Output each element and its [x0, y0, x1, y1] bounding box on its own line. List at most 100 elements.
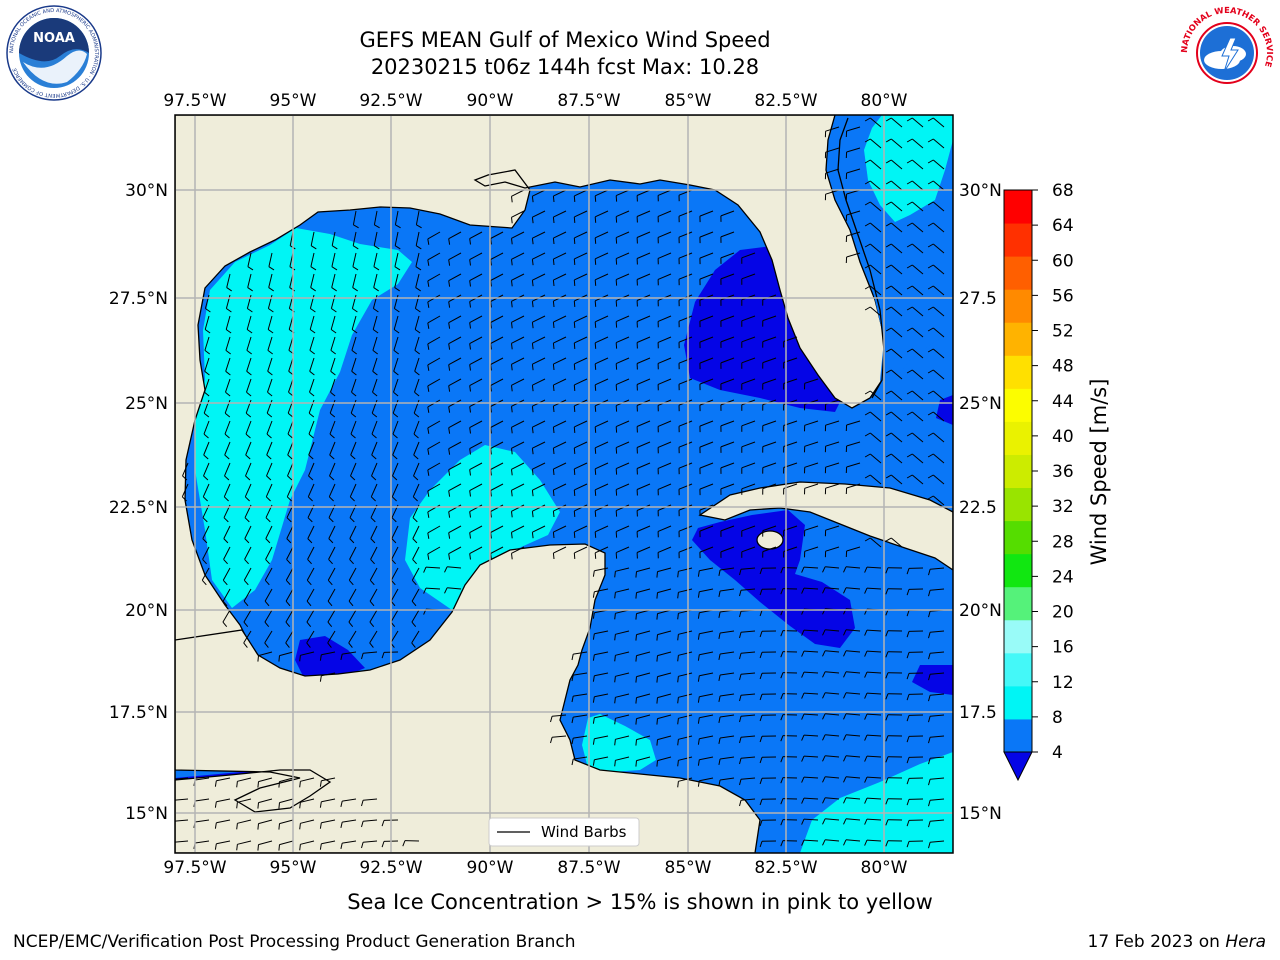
- svg-text:82.5°W: 82.5°W: [754, 91, 817, 111]
- wind-barb: [825, 483, 840, 489]
- wind-barb-flag: [243, 579, 249, 586]
- wind-barb: [594, 504, 609, 512]
- svg-text:95°W: 95°W: [270, 91, 317, 111]
- wind-barb-flag: [414, 370, 420, 376]
- wind-barb: [425, 587, 441, 590]
- wind-barb: [594, 672, 609, 677]
- machine-name: Hera: [1225, 932, 1266, 952]
- wind-barb: [266, 462, 273, 477]
- svg-text:82.5°W: 82.5°W: [754, 858, 817, 878]
- wind-barb: [636, 252, 651, 259]
- wind-barb-flag: [906, 432, 913, 437]
- wind-barb: [574, 189, 588, 197]
- wind-barb: [825, 566, 840, 569]
- wind-barb: [553, 252, 567, 260]
- colorbar-segment: [1004, 421, 1032, 455]
- wind-barb: [448, 420, 462, 429]
- wind-barb-flag: [173, 779, 175, 785]
- wind-barb-flag: [285, 579, 291, 586]
- wind-barb-flag: [656, 697, 658, 704]
- lon-labels-bottom: 97.5°W 95°W 92.5°W 90°W 87.5°W 85°W 82.5…: [163, 858, 907, 878]
- wind-barb: [825, 650, 840, 653]
- wind-barb: [845, 797, 861, 800]
- wind-barb: [911, 453, 924, 464]
- wind-barb: [469, 462, 483, 471]
- wind-barb: [636, 483, 651, 490]
- wind-barb: [594, 630, 609, 635]
- wind-barb-flag: [173, 800, 175, 806]
- wind-barb-flag: [319, 654, 322, 661]
- wind-barb-flag: [843, 734, 847, 741]
- wind-barb: [553, 441, 567, 449]
- wind-barb: [553, 336, 567, 344]
- wind-barb: [845, 776, 861, 779]
- wind-barb-flag: [885, 735, 889, 742]
- wind-barb-flag: [697, 780, 700, 787]
- wind-barb-flag: [864, 306, 871, 311]
- wind-barb-flag: [392, 475, 398, 481]
- wind-barb: [268, 273, 273, 288]
- wind-barb: [412, 546, 420, 560]
- wind-barb: [890, 453, 903, 464]
- wind-barb: [845, 713, 861, 716]
- wind-barb-flag: [739, 758, 742, 765]
- wind-barb: [678, 378, 693, 385]
- wind-barb-flag: [444, 587, 448, 594]
- wind-barb: [574, 504, 588, 512]
- wind-barb-flag: [592, 717, 595, 724]
- wind-barb-flag: [885, 180, 892, 185]
- svg-text:85°W: 85°W: [665, 858, 712, 878]
- wind-barb: [911, 117, 924, 128]
- wind-barb-flag: [614, 760, 616, 767]
- wind-barb: [370, 525, 378, 539]
- wind-barb-flag: [864, 818, 868, 825]
- wind-barb: [846, 462, 861, 468]
- wind-barb-flag: [448, 364, 451, 371]
- wind-barb: [911, 222, 924, 233]
- wind-barb: [657, 672, 672, 678]
- wind-barb: [720, 231, 735, 238]
- wind-barb-flag: [243, 600, 249, 607]
- wind-barb-flag: [531, 448, 534, 455]
- wind-barb-flag: [340, 821, 343, 829]
- lat-labels-left: 30°N 27.5°N 25°N 22.5°N 20°N 17.5°N 15°N: [109, 181, 168, 824]
- wind-barb-flag: [697, 759, 700, 766]
- wind-barb: [720, 672, 735, 676]
- wind-barb-flag: [278, 655, 280, 662]
- wind-barb-flag: [885, 651, 889, 658]
- wind-barb-flag: [552, 511, 555, 518]
- wind-barb-flag: [306, 579, 312, 586]
- wind-barb: [574, 441, 588, 449]
- wind-barb-flag: [885, 672, 889, 679]
- svg-text:97.5°W: 97.5°W: [163, 91, 226, 111]
- wind-barb-flag: [573, 384, 576, 391]
- wind-barb: [308, 399, 315, 414]
- wind-barb: [615, 504, 630, 512]
- wind-barb: [490, 546, 504, 554]
- wind-barb-flag: [173, 842, 175, 848]
- wind-barb: [306, 609, 315, 623]
- wind-barb: [890, 159, 903, 170]
- wind-barb-flag: [511, 217, 513, 224]
- wind-barb: [392, 462, 399, 477]
- wind-barb: [594, 210, 609, 218]
- wind-barb-flag: [843, 755, 847, 762]
- wind-barb-flag: [843, 671, 847, 678]
- wind-barb-flag: [511, 343, 513, 350]
- wind-barb-flag: [594, 405, 597, 412]
- wind-barb-flag: [906, 201, 913, 206]
- wind-barb: [720, 525, 735, 532]
- wind-barb-flag: [739, 779, 742, 786]
- wind-barb: [740, 714, 756, 717]
- wind-barb-flag: [257, 823, 259, 830]
- wind-barb: [636, 378, 651, 385]
- wind-barb-flag: [469, 532, 471, 539]
- wind-barb: [825, 462, 840, 468]
- wind-barb: [331, 273, 336, 288]
- wind-barb-flag: [469, 322, 471, 329]
- wind-barb: [741, 273, 756, 280]
- wind-barb-flag: [822, 587, 826, 594]
- wind-barb: [657, 630, 672, 636]
- wind-barb-flag: [348, 642, 353, 648]
- wind-barb-flag: [299, 655, 301, 662]
